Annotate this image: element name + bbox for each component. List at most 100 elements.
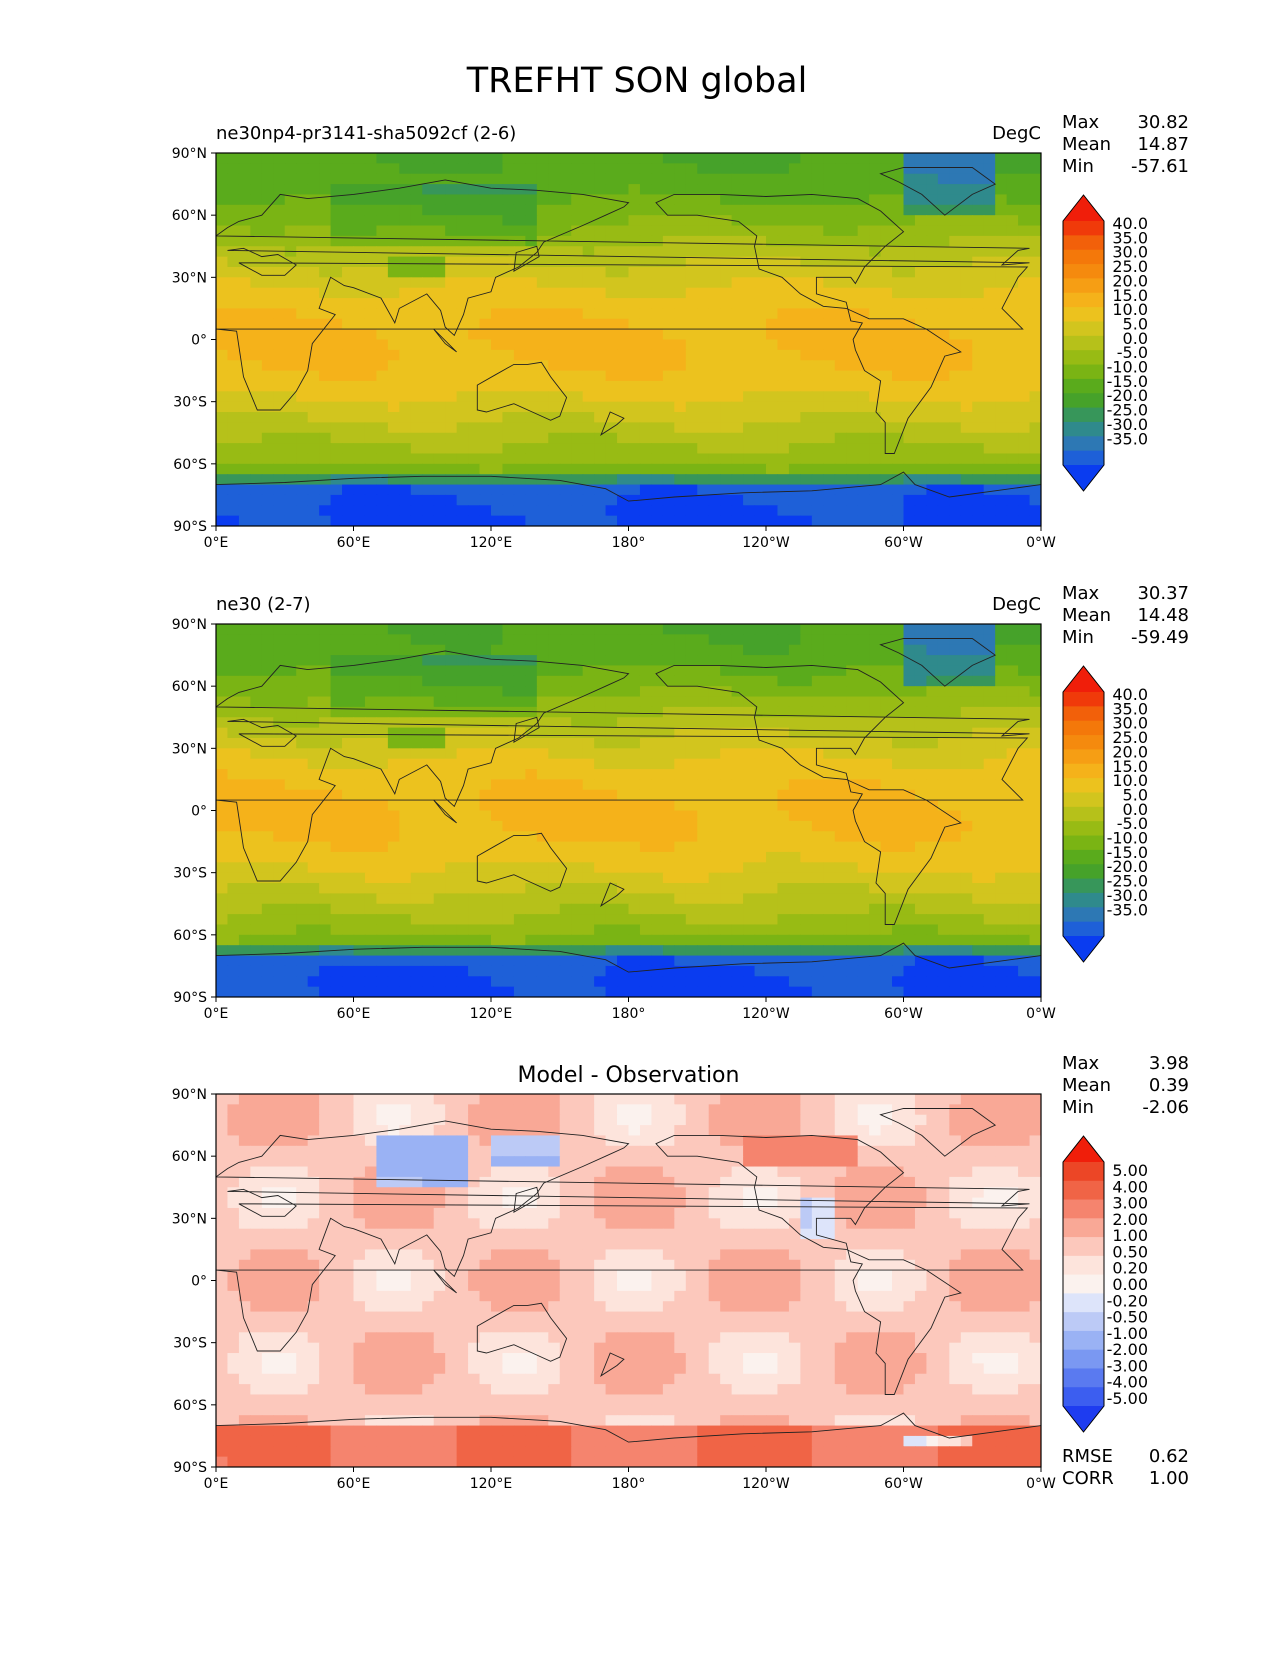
field-cell (308, 257, 320, 268)
field-cell (995, 381, 1007, 392)
field-cell (835, 686, 847, 697)
field-cell (926, 759, 938, 770)
field-cell (583, 298, 595, 309)
field-cell (617, 945, 629, 956)
field-cell (617, 174, 629, 185)
field-cell (388, 391, 400, 402)
field-cell (331, 422, 343, 433)
field-cell (640, 371, 652, 382)
field-cell (583, 842, 595, 853)
field-cell (972, 769, 984, 780)
field-cell (308, 381, 320, 392)
field-cell (640, 935, 652, 946)
field-cell (984, 391, 996, 402)
field-cell (995, 340, 1007, 351)
field-cell (915, 707, 927, 718)
field-cell (766, 215, 778, 226)
field-cell (674, 852, 686, 863)
field-test (216, 153, 1042, 527)
field-cell (686, 453, 698, 464)
field-cell (1018, 728, 1030, 739)
field-cell (709, 443, 721, 454)
field-cell (365, 686, 377, 697)
field-cell (468, 738, 480, 749)
field-cell (227, 624, 239, 635)
y-tick-label: 30°N (172, 270, 207, 286)
field-cell (846, 360, 858, 371)
field-cell (514, 842, 526, 853)
field-cell (823, 831, 835, 842)
field-cell (1030, 624, 1042, 635)
field-cell (445, 215, 457, 226)
field-cell (766, 831, 778, 842)
field-cell (789, 665, 801, 676)
field-cell (800, 779, 812, 790)
field-cell (571, 505, 583, 516)
field-cell (766, 153, 778, 164)
field-cell (984, 267, 996, 278)
field-cell (766, 464, 778, 475)
field-cell (502, 298, 514, 309)
field-cell (262, 738, 274, 749)
field-cell (583, 205, 595, 216)
field-cell (308, 728, 320, 739)
field-cell (674, 226, 686, 237)
field-cell (629, 800, 641, 811)
field-cell (376, 412, 388, 423)
field-cell (743, 215, 755, 226)
field-cell (525, 852, 537, 863)
field-cell (1018, 914, 1030, 925)
field-cell (537, 205, 549, 216)
field-cell (216, 738, 228, 749)
field-cell (674, 800, 686, 811)
field-cell (961, 474, 973, 485)
field-cell (949, 707, 961, 718)
field-cell (686, 329, 698, 340)
field-cell (709, 945, 721, 956)
field-cell (296, 945, 308, 956)
field-cell (732, 371, 744, 382)
field-cell (365, 790, 377, 801)
field-cell (743, 298, 755, 309)
field-cell (938, 412, 950, 423)
field-cell (422, 893, 434, 904)
field-cell (296, 728, 308, 739)
field-cell (881, 194, 893, 205)
field-cell (892, 433, 904, 444)
field-cell (250, 697, 262, 708)
field-cell (995, 495, 1007, 506)
field-cell (308, 873, 320, 884)
field-cell (938, 728, 950, 739)
field-cell (663, 505, 675, 516)
field-cell (720, 914, 732, 925)
field-cell (629, 904, 641, 915)
field-cell (548, 298, 560, 309)
field-cell (800, 686, 812, 697)
field-cell (1030, 738, 1042, 749)
field-cell (732, 402, 744, 413)
field-cell (331, 842, 343, 853)
field-cell (250, 516, 262, 527)
field-cell (961, 893, 973, 904)
field-cell (904, 759, 916, 770)
field-cell (858, 914, 870, 925)
field-cell (904, 914, 916, 925)
field-cell (892, 769, 904, 780)
field-cell (491, 707, 503, 718)
field-cell (457, 184, 469, 195)
field-cell (720, 340, 732, 351)
field-cell (1018, 215, 1030, 226)
field-cell (571, 288, 583, 299)
field-cell (502, 738, 514, 749)
field-cell (686, 779, 698, 790)
field-cell (606, 790, 618, 801)
field-cell (651, 655, 663, 666)
field-cell (1030, 412, 1042, 423)
field-cell (331, 174, 343, 185)
field-cell (434, 288, 446, 299)
field-cell (583, 226, 595, 237)
field-cell (709, 862, 721, 873)
field-cell (972, 821, 984, 832)
field-cell (514, 453, 526, 464)
field-cell (285, 945, 297, 956)
